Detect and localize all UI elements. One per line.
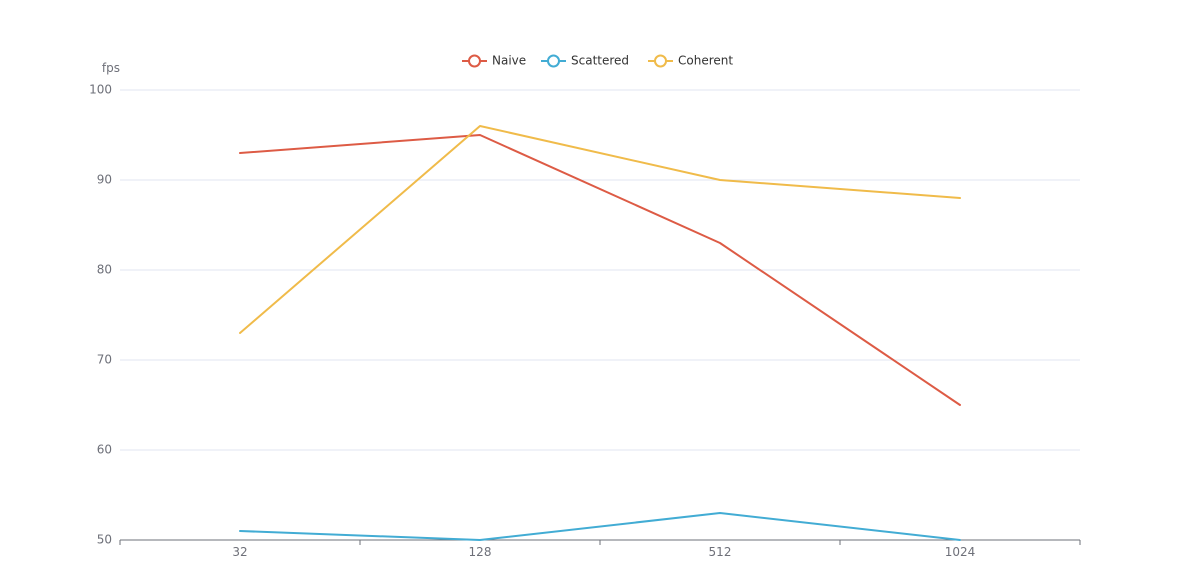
legend: Naive Scattered Coherent xyxy=(462,54,733,68)
y-tick-label: 60 xyxy=(97,443,112,457)
axis-layer: 50 60 70 80 90 100 fps 32 128 512 1024 xyxy=(89,61,1081,559)
grid-layer xyxy=(120,89,1080,451)
y-tick-label: 50 xyxy=(97,533,112,547)
x-tick-label: 128 xyxy=(469,545,492,559)
x-tick-label: 512 xyxy=(709,545,732,559)
legend-circle-icon xyxy=(468,54,481,68)
series-line-scattered xyxy=(239,512,961,541)
y-tick-label: 90 xyxy=(97,173,112,187)
legend-item-scattered[interactable]: Scattered xyxy=(541,54,629,68)
legend-circle-icon xyxy=(547,54,560,68)
legend-item-naive[interactable]: Naive xyxy=(462,54,526,68)
y-tick-label: 100 xyxy=(89,83,112,97)
legend-circle-icon xyxy=(654,54,667,68)
legend-item-coherent[interactable]: Coherent xyxy=(648,54,733,68)
y-tick-label: 70 xyxy=(97,353,112,367)
legend-label: Naive xyxy=(492,54,526,68)
y-tick-label: 80 xyxy=(97,263,112,277)
x-tick-label: 32 xyxy=(232,545,247,559)
legend-label: Coherent xyxy=(678,54,733,68)
x-tick-label: 1024 xyxy=(945,545,976,559)
legend-label: Scattered xyxy=(571,54,629,68)
series-line-coherent xyxy=(239,125,961,334)
series-line-naive xyxy=(239,134,961,406)
y-axis-label: fps xyxy=(102,61,120,75)
series-layer xyxy=(239,125,961,541)
